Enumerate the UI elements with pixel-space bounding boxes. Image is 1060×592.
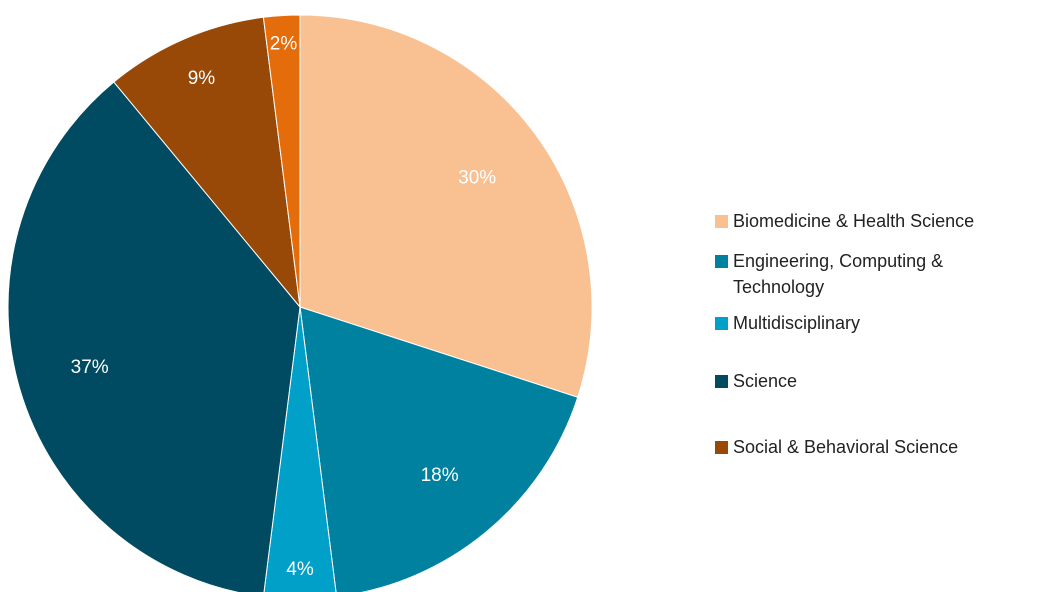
legend-swatch [715,317,728,330]
legend-label: Multidisciplinary [733,313,861,333]
legend-item: Biomedicine & Health Science [715,208,974,234]
legend-label: Engineering, Computing & Technology [733,251,944,297]
pie-slice [299,14,593,398]
chart: 30% 18% 4% 37% 9% 2% [7,14,593,592]
legend-swatch [715,255,728,268]
data-label: 9% [188,68,216,89]
legend: Biomedicine & Health Science Engineering,… [715,0,1055,592]
legend-swatch [715,441,728,454]
legend-item: Social & Behavioral Science [715,434,958,460]
data-label: 18% [421,465,459,486]
legend-item: Multidisciplinary [715,310,860,336]
pie-slice [113,16,301,309]
data-label: 30% [458,167,496,188]
legend-item: Engineering, Computing & Technology [715,248,1023,300]
pie-slice [262,14,301,308]
pie-slice [299,306,579,592]
legend-label: Science [733,371,798,391]
data-label: 2% [270,34,298,55]
legend-swatch [715,375,728,388]
pie-slice [263,306,337,592]
legend-item: Science [715,368,797,394]
pie-slice [7,81,301,592]
legend-label: Social & Behavioral Science [733,437,959,457]
legend-swatch [715,215,728,228]
legend-label: Biomedicine & Health Science [733,211,975,231]
data-label: 37% [71,357,109,378]
data-label: 4% [286,559,314,580]
